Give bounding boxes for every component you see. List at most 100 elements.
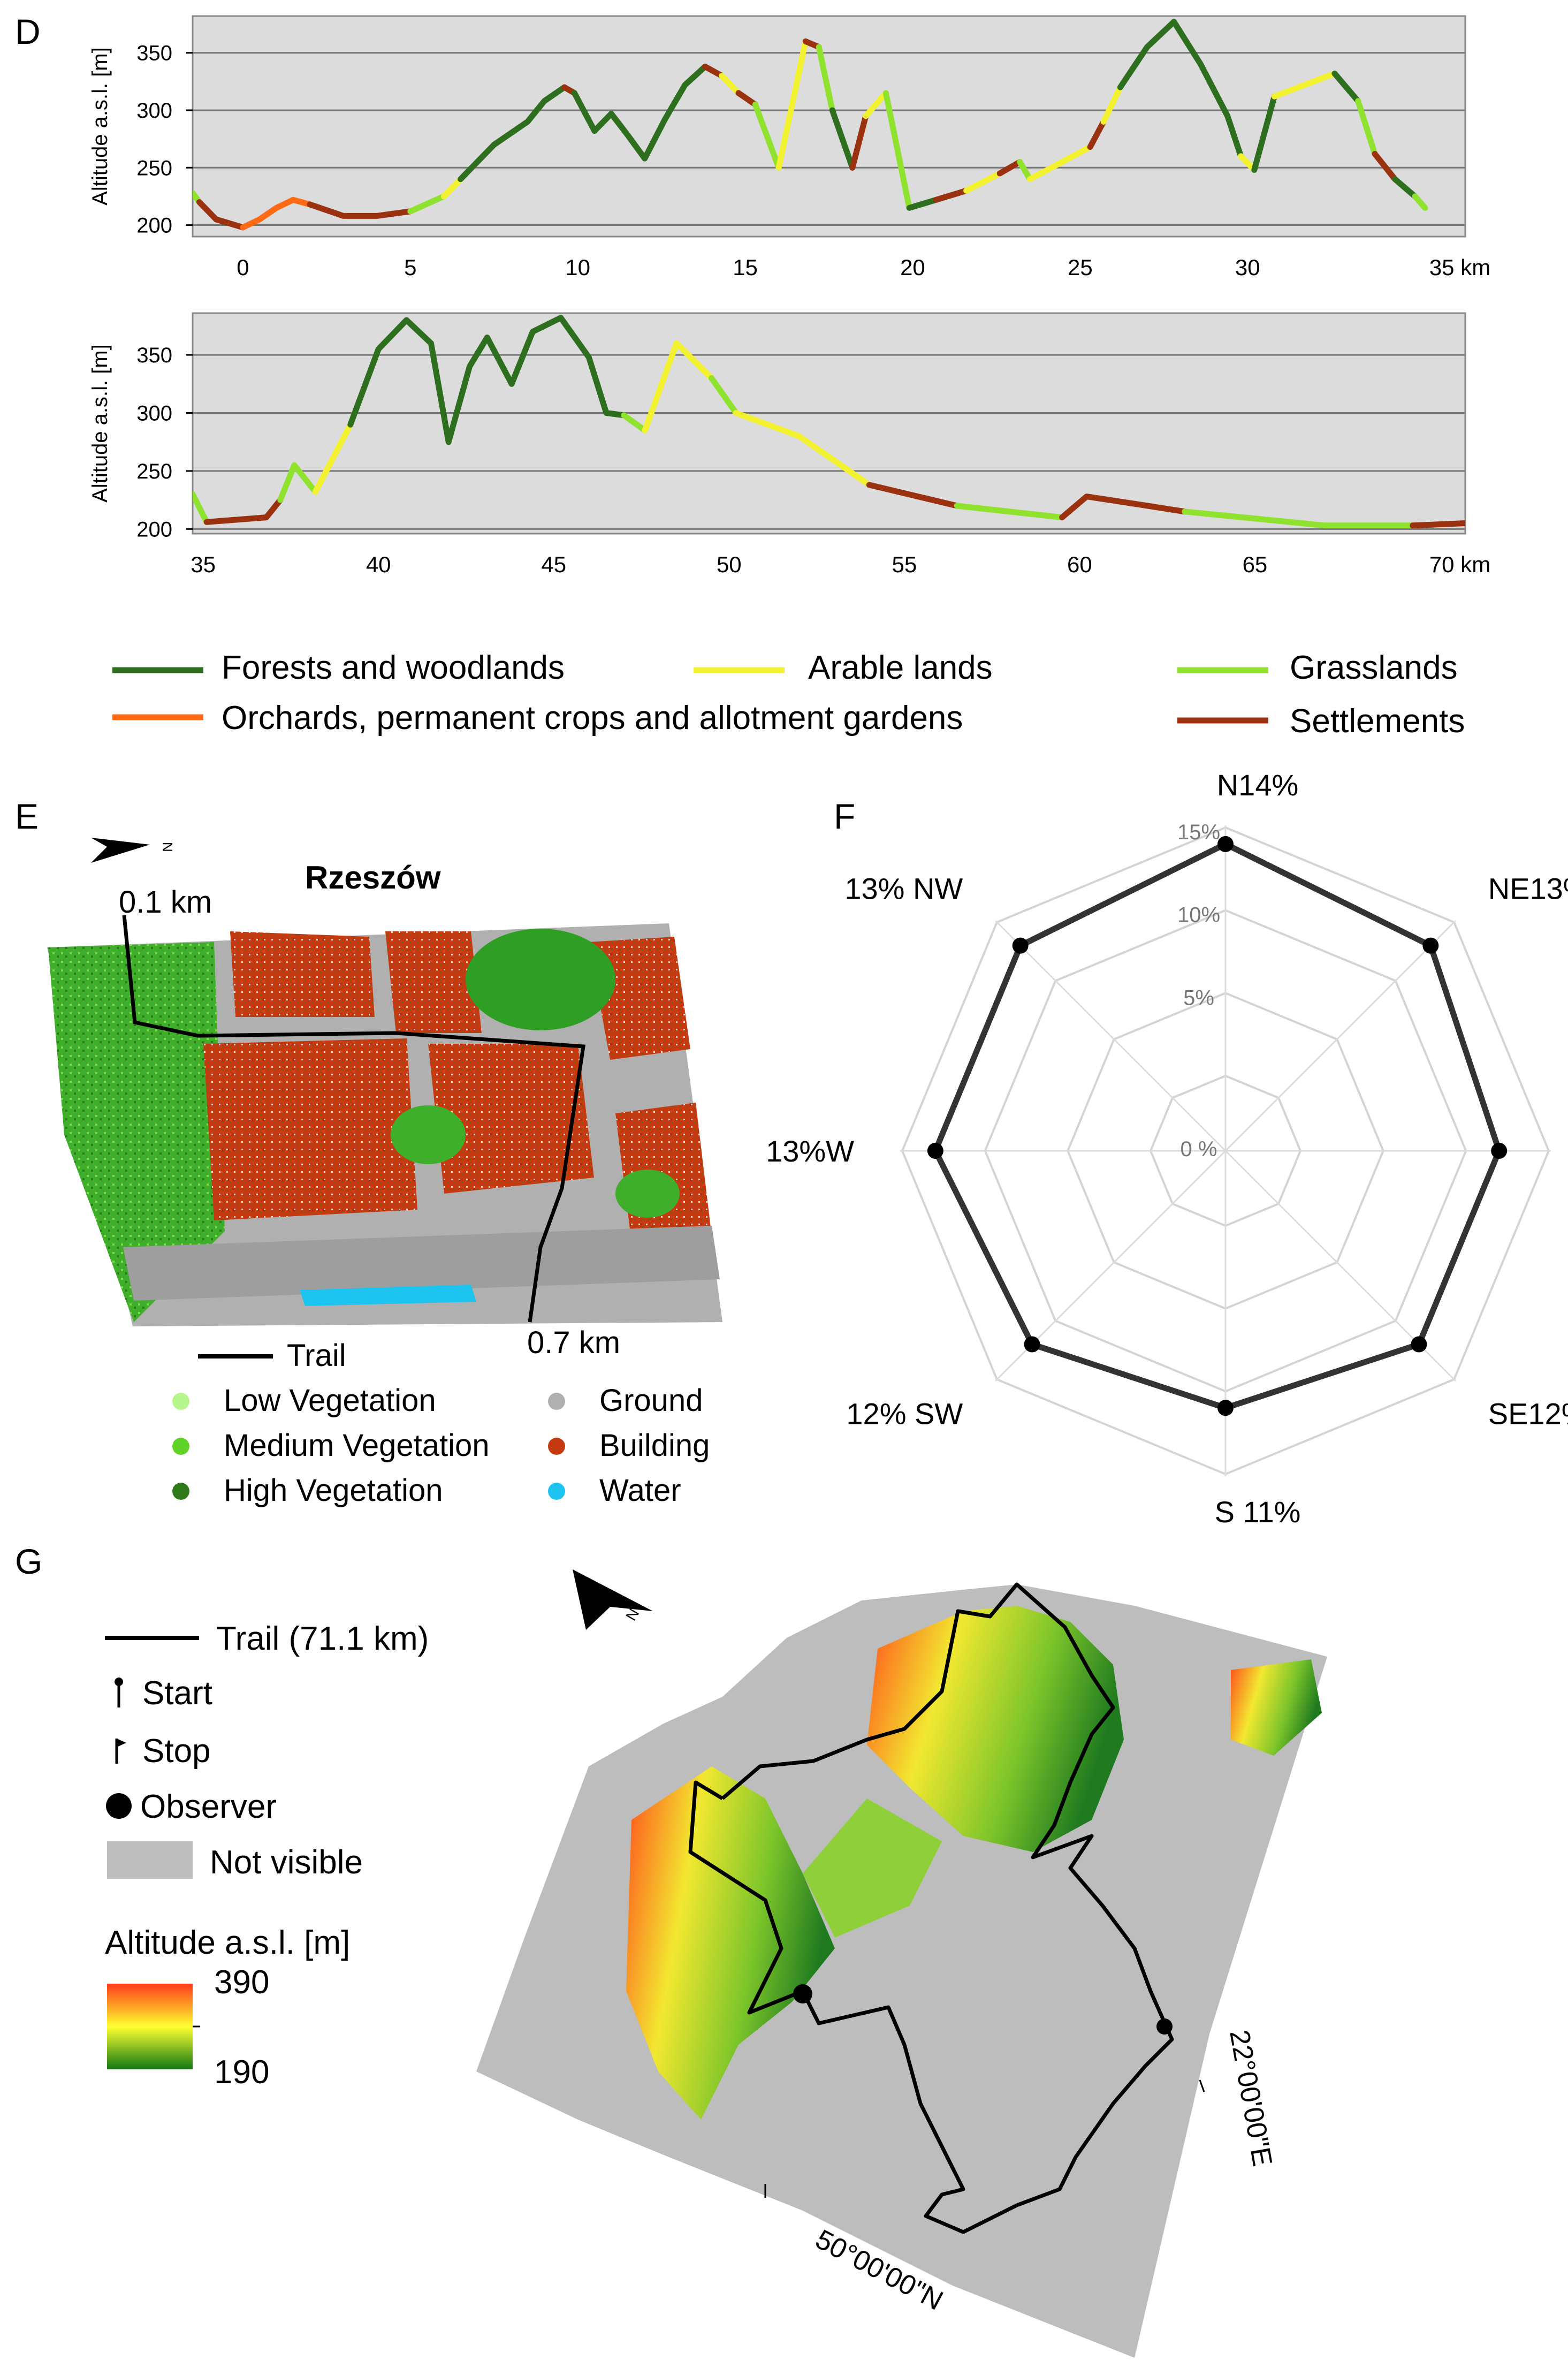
building-block-5 bbox=[615, 1103, 712, 1242]
north-arrow-g-icon bbox=[573, 1569, 653, 1630]
profile-segment-grass bbox=[1412, 193, 1428, 211]
legend-item-orchard: Orchards, permanent crops and allotment … bbox=[112, 700, 963, 737]
radar-points bbox=[927, 836, 1508, 1416]
altitude-max-label: 390 bbox=[214, 1964, 269, 2001]
profile-segment-grass bbox=[709, 375, 739, 416]
profile-segment-settlement bbox=[1059, 494, 1188, 521]
radar-point-nw bbox=[1012, 937, 1029, 954]
profile-lines-top bbox=[193, 19, 1428, 231]
observer-marker bbox=[793, 1984, 812, 2003]
radar-ring-label: 0 % bbox=[1181, 1137, 1217, 1161]
profile-segment-forest bbox=[1117, 19, 1177, 90]
visible-terrain-east bbox=[1231, 1659, 1322, 1756]
legend-trail-label: Trail bbox=[287, 1338, 346, 1373]
x-tick-label: 10 bbox=[565, 255, 590, 280]
profile-segment-forest bbox=[571, 63, 708, 162]
x-tick-label: 20 bbox=[900, 255, 925, 280]
x-ticks-bottom: 35 40 45 50 55 60 65 bbox=[191, 552, 1267, 577]
profile-segment-settlement bbox=[933, 187, 970, 203]
x-tick-label: 50 bbox=[717, 552, 742, 577]
panel-letter-d: D bbox=[15, 12, 41, 51]
altitude-ramp bbox=[107, 1984, 193, 2069]
trail-line-g bbox=[688, 1582, 1174, 2234]
legend-item-grass: Grasslands bbox=[1177, 649, 1458, 686]
profile-segment-forest bbox=[829, 107, 856, 171]
visible-terrain-mid bbox=[803, 1798, 942, 1938]
legend-not-visible-label: Not visible bbox=[210, 1844, 363, 1881]
radar-label-w: 13%W bbox=[766, 1134, 854, 1168]
radar-point-ne bbox=[1422, 937, 1439, 954]
radar-point-se bbox=[1411, 1336, 1427, 1353]
radar-point-sw bbox=[1024, 1336, 1040, 1353]
profile-segment-arable bbox=[1271, 70, 1338, 100]
longitude-label: 22°00'00"E bbox=[1223, 2028, 1278, 2169]
y-ticks-bottom: 200 250 300 350 bbox=[136, 344, 193, 541]
x-tick-label: 35 bbox=[191, 552, 216, 577]
stop-flag-icon bbox=[115, 1739, 126, 1764]
y-axis-label-top: Altitude a.s.l. [m] bbox=[88, 47, 112, 206]
observer-icon bbox=[106, 1793, 132, 1819]
legend-label-arable: Arable lands bbox=[808, 649, 993, 686]
profile-segment-grass bbox=[954, 503, 1065, 521]
tree-mass-left bbox=[48, 942, 225, 1322]
x-tick-label: 0 bbox=[237, 255, 249, 280]
city-label: Rzeszów bbox=[305, 860, 441, 895]
plot-area-top bbox=[192, 15, 1466, 238]
legend-label-water: Water bbox=[599, 1473, 681, 1508]
legend-item-forest: Forests and woodlands bbox=[112, 649, 565, 686]
radar-point-s bbox=[1217, 1400, 1234, 1416]
profile-chart-top: 200 250 300 350 0 5 10 15 20 25 30 35 km Altitude… bbox=[88, 15, 1490, 280]
profile-segment-grass bbox=[816, 44, 835, 113]
y-tick-label: 250 bbox=[136, 156, 172, 180]
legend-label-settlement: Settlements bbox=[1290, 703, 1465, 740]
legend-point-classes: Trail Low Vegetation Medium Vegetation H… bbox=[172, 1338, 710, 1508]
legend-swatch-med-veg bbox=[172, 1438, 189, 1455]
gridlines-bottom bbox=[193, 354, 1465, 530]
profile-segment-grass bbox=[621, 412, 648, 434]
legend-swatch-high-veg bbox=[172, 1483, 189, 1500]
profile-segment-settlement bbox=[849, 113, 869, 171]
road-strip bbox=[123, 1226, 720, 1301]
tree-crown-1 bbox=[466, 929, 615, 1030]
terrain-block bbox=[476, 1584, 1327, 2358]
profile-segment-grass bbox=[882, 90, 912, 211]
trail-line-e bbox=[122, 915, 586, 1323]
legend-item-settlement: Settlements bbox=[1177, 703, 1465, 740]
visible-terrain-north bbox=[867, 1606, 1124, 1852]
radar-ring-label: 15% bbox=[1177, 821, 1220, 844]
y-tick-label: 350 bbox=[136, 42, 172, 65]
profile-segment-forest bbox=[1251, 93, 1277, 173]
x-tick-label: 25 bbox=[1068, 255, 1093, 280]
radar-chart: 0 %5%10%15% N14%NE13%E12%SE12%S 11%12% S… bbox=[766, 768, 1568, 1529]
y-tick-label: 200 bbox=[136, 214, 172, 238]
radar-spoke bbox=[995, 920, 1227, 1152]
y-ticks-top: 200 250 300 350 bbox=[136, 42, 193, 238]
building-block-4 bbox=[589, 937, 690, 1060]
legend-swatch-ground bbox=[548, 1393, 565, 1410]
x-end-label-bottom: 70 km bbox=[1429, 552, 1490, 577]
building-block-1 bbox=[203, 1038, 417, 1220]
plot-area-bottom bbox=[192, 312, 1466, 535]
profile-segment-settlement bbox=[196, 199, 246, 231]
start-pin-icon bbox=[115, 1678, 123, 1707]
x-tick-label: 15 bbox=[733, 255, 758, 280]
x-tick-label: 40 bbox=[366, 552, 391, 577]
point-cloud-view bbox=[47, 915, 722, 1326]
profile-segment-settlement bbox=[735, 90, 758, 108]
legend-label-med-veg: Medium Vegetation bbox=[224, 1428, 490, 1463]
profile-segment-settlement bbox=[1372, 151, 1398, 183]
legend-label-forest: Forests and woodlands bbox=[222, 649, 565, 686]
legend-land-cover: Forests and woodlands Arable lands Grass… bbox=[112, 649, 1465, 740]
y-axis-label-bottom: Altitude a.s.l. [m] bbox=[88, 344, 112, 503]
profile-segment-arable bbox=[440, 176, 464, 200]
legend-trail-g-label: Trail (71.1 km) bbox=[216, 1620, 429, 1657]
panel-letter-f: F bbox=[834, 796, 855, 836]
trail-end-mark: 0.7 km bbox=[527, 1325, 620, 1360]
radar-series-polygon bbox=[932, 841, 1502, 1411]
profile-lines-bottom bbox=[193, 315, 1465, 529]
panel-letter-g: G bbox=[15, 1542, 42, 1581]
radar-point-w bbox=[927, 1143, 943, 1159]
legend-label-grass: Grasslands bbox=[1290, 649, 1458, 686]
profile-segment-forest bbox=[347, 315, 627, 445]
